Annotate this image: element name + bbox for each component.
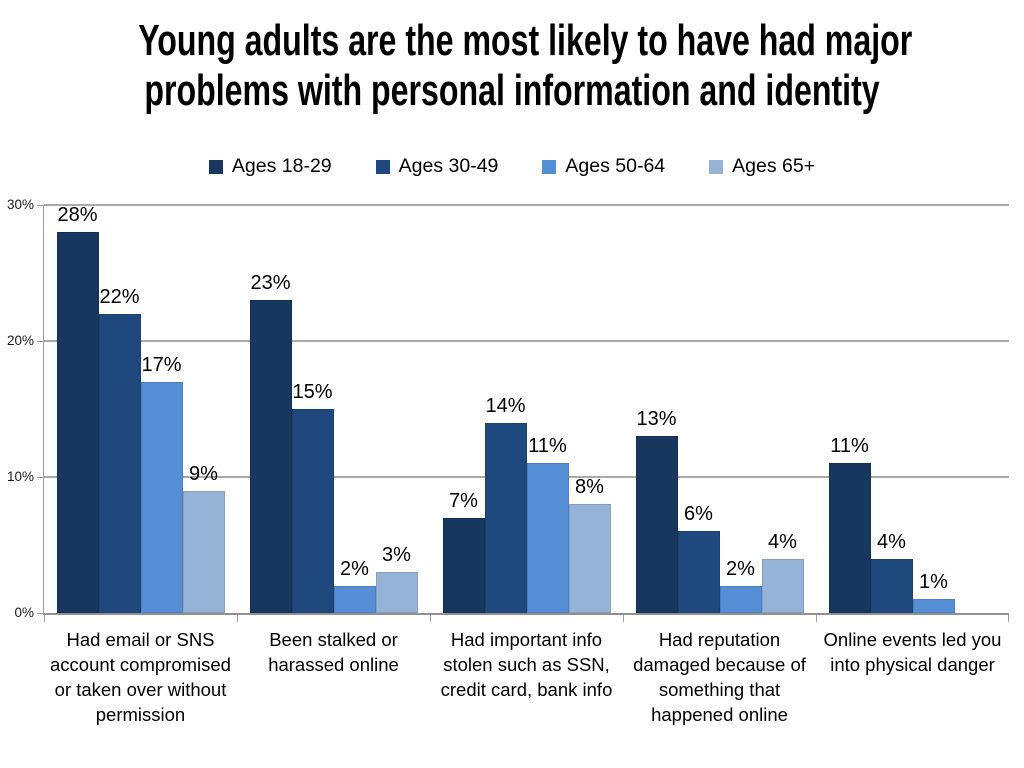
bar-value-label: 6% — [684, 503, 713, 526]
bar — [56, 232, 99, 613]
category-label: Been stalked or harassed online — [268, 629, 399, 675]
bar-value-label: 28% — [57, 204, 98, 227]
chart-title-line-2: problems with personal information and i… — [144, 66, 880, 115]
category-axis-labels: Had email or SNS account compromised or … — [44, 627, 1009, 727]
bar-value-label: 22% — [99, 285, 140, 308]
bar — [635, 436, 678, 613]
legend-label: Ages 30-49 — [398, 155, 499, 177]
y-axis-tick — [37, 340, 43, 342]
category-label: Online events led you into physical dang… — [823, 629, 1002, 675]
bar — [98, 313, 141, 613]
bar-value-label: 2% — [726, 557, 755, 580]
bar — [484, 422, 527, 613]
category-label: Had reputation damaged because of someth… — [633, 629, 806, 725]
bar — [442, 517, 485, 613]
x-axis-tick — [237, 615, 238, 622]
legend-label: Ages 65+ — [732, 155, 816, 177]
legend-item: Ages 65+ — [709, 155, 815, 178]
bar — [526, 463, 569, 613]
bar — [249, 300, 292, 613]
bar — [140, 381, 183, 613]
x-axis-tick — [430, 615, 431, 622]
bar-value-label: 4% — [768, 530, 797, 553]
y-axis-tick — [37, 612, 43, 614]
y-axis-tick — [37, 476, 43, 478]
plot-area: 0% 10% 20% 30% 28% 23% 7% 13% 11% 22% 15% 14% 6% 4% 17… — [7, 197, 1009, 622]
bar — [912, 599, 955, 613]
bar-value-label: 2% — [340, 557, 369, 580]
legend-swatch-icon — [208, 159, 223, 174]
bar-value-label: 13% — [636, 408, 677, 431]
x-axis-tick — [623, 615, 624, 622]
bar-value-label: 9% — [189, 462, 218, 485]
bar-value-label: 7% — [449, 489, 478, 512]
x-axis-tick — [44, 615, 45, 622]
legend-item: Ages 50-64 — [542, 155, 665, 178]
y-tick-label: 30% — [6, 197, 34, 212]
legend-item: Ages 18-29 — [208, 155, 332, 178]
bar — [333, 585, 376, 613]
legend-label: Ages 18-29 — [231, 155, 332, 177]
legend-item: Ages 30-49 — [375, 155, 499, 178]
bar-value-label: 8% — [575, 476, 604, 499]
bar-value-label: 17% — [141, 353, 182, 376]
bar — [828, 463, 871, 613]
legend: Ages 18-29 Ages 30-49 Ages 50-64 Ages 65+ — [0, 155, 1024, 178]
legend-swatch-icon — [375, 159, 390, 174]
bar-value-label: 4% — [877, 530, 906, 553]
x-axis-tick — [1008, 615, 1009, 622]
x-axis — [43, 613, 1009, 615]
chart-title: Young adults are the most likely to have… — [138, 16, 913, 116]
bar-value-label: 14% — [485, 394, 526, 417]
bar — [870, 558, 913, 613]
legend-swatch-icon — [709, 159, 724, 174]
y-tick-label: 20% — [6, 333, 34, 348]
bar — [182, 490, 225, 613]
bar-value-label: 11% — [830, 435, 869, 458]
y-axis — [43, 205, 44, 613]
bar-value-label: 1% — [919, 571, 948, 594]
gridline-20 — [44, 340, 1009, 342]
legend-label: Ages 50-64 — [565, 155, 666, 177]
bar — [761, 558, 804, 613]
gridline-30 — [44, 204, 1009, 206]
y-axis-tick — [37, 204, 43, 206]
y-tick-label: 10% — [6, 469, 34, 484]
bar — [375, 572, 418, 613]
chart-title-line-1: Young adults are the most likely to have… — [138, 16, 913, 65]
bar-value-label: 15% — [292, 381, 333, 403]
x-axis-tick — [816, 615, 817, 622]
bar — [291, 409, 334, 613]
y-tick-label: 0% — [14, 605, 34, 620]
bar — [568, 504, 611, 613]
bar — [719, 585, 762, 613]
category-label: Had important info stolen such as SSN, c… — [440, 629, 613, 700]
bar-value-label: 3% — [382, 544, 411, 567]
bar-value-label: 23% — [250, 272, 291, 295]
legend-swatch-icon — [542, 159, 557, 174]
bar-value-label: 11% — [528, 435, 567, 458]
category-label: Had email or SNS account compromised or … — [50, 629, 231, 725]
bar — [677, 531, 720, 613]
